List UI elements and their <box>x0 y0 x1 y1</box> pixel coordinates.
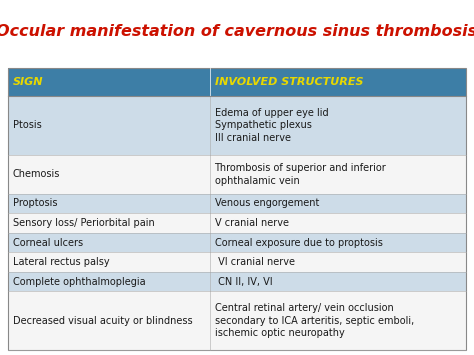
Text: SIGN: SIGN <box>13 77 44 87</box>
Bar <box>8 252 466 272</box>
Text: Decreased visual acuity or blindness: Decreased visual acuity or blindness <box>13 316 192 326</box>
Bar <box>8 272 466 291</box>
Text: Chemosis: Chemosis <box>13 169 60 179</box>
Text: Proptosis: Proptosis <box>13 198 57 208</box>
Text: Corneal ulcers: Corneal ulcers <box>13 237 83 247</box>
Bar <box>8 213 466 233</box>
Text: Occular manifestation of cavernous sinus thrombosis: Occular manifestation of cavernous sinus… <box>0 24 474 39</box>
Text: VI cranial nerve: VI cranial nerve <box>215 257 294 267</box>
Text: CN II, IV, VI: CN II, IV, VI <box>215 277 272 286</box>
Text: Central retinal artery/ vein occlusion
secondary to ICA arteritis, septic emboli: Central retinal artery/ vein occlusion s… <box>215 303 414 338</box>
Text: Thrombosis of superior and inferior
ophthalamic vein: Thrombosis of superior and inferior opht… <box>215 163 386 186</box>
Bar <box>8 68 466 350</box>
Text: Edema of upper eye lid
Sympathetic plexus
III cranial nerve: Edema of upper eye lid Sympathetic plexu… <box>215 108 328 143</box>
Bar <box>8 155 466 194</box>
Text: V cranial nerve: V cranial nerve <box>215 218 289 228</box>
Text: Corneal exposure due to proptosis: Corneal exposure due to proptosis <box>215 237 383 247</box>
Text: Lateral rectus palsy: Lateral rectus palsy <box>13 257 109 267</box>
Bar <box>8 68 466 96</box>
Text: INVOLVED STRUCTURES: INVOLVED STRUCTURES <box>215 77 363 87</box>
Bar <box>8 291 466 350</box>
Bar <box>8 194 466 213</box>
Text: Venous engorgement: Venous engorgement <box>215 198 319 208</box>
Text: Sensory loss/ Periorbital pain: Sensory loss/ Periorbital pain <box>13 218 155 228</box>
Text: Ptosis: Ptosis <box>13 120 42 130</box>
Text: Complete ophthalmoplegia: Complete ophthalmoplegia <box>13 277 146 286</box>
Bar <box>8 233 466 252</box>
Bar <box>8 96 466 155</box>
